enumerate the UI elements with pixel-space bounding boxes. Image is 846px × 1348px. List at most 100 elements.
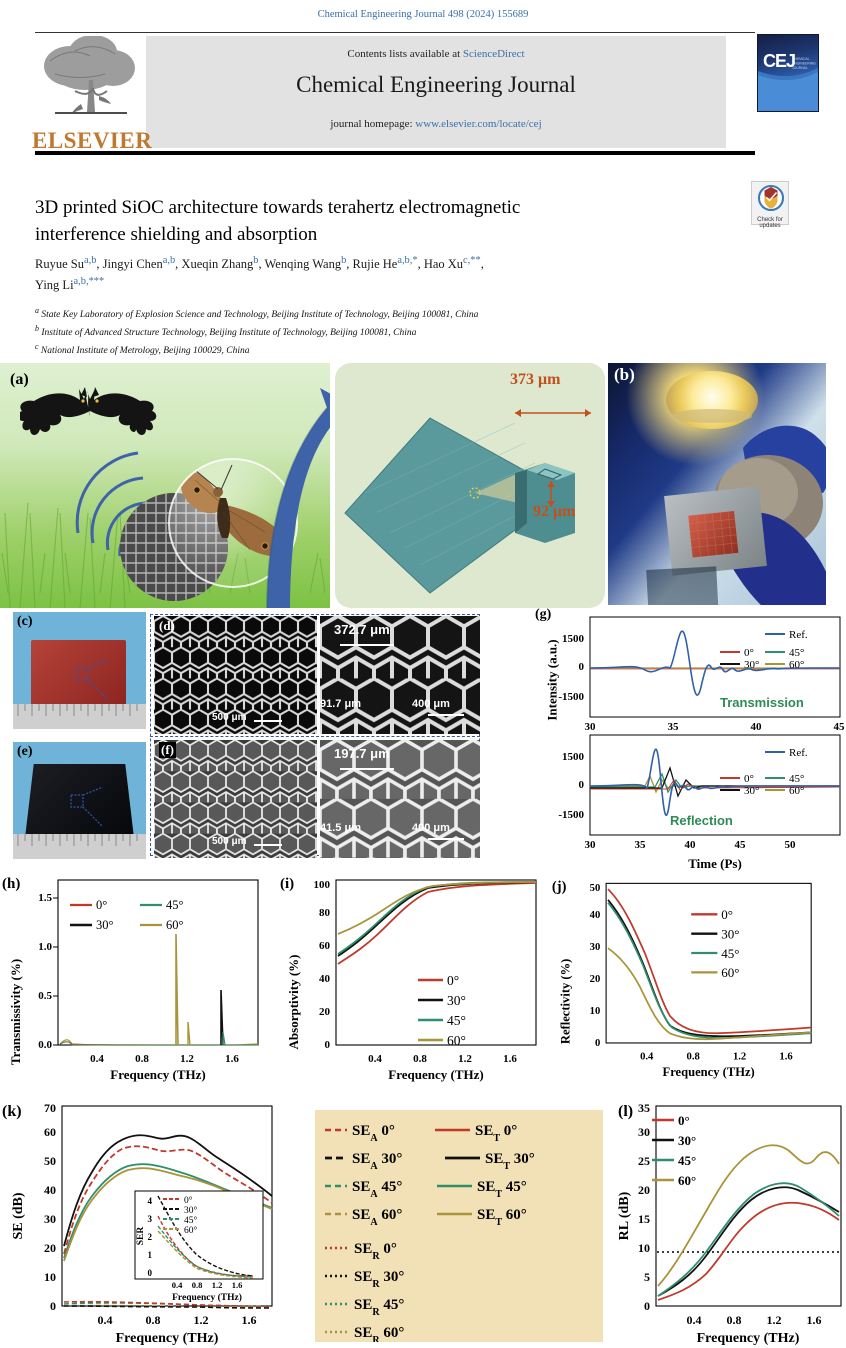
svg-text:0: 0: [579, 779, 585, 791]
svg-text:SE (dB): SE (dB): [11, 1192, 26, 1239]
svg-text:Ref.: Ref.: [789, 629, 808, 641]
svg-text:1.2: 1.2: [180, 1053, 194, 1065]
svg-text:SER 0°: SER 0°: [354, 1241, 397, 1262]
svg-text:SEA 0°: SEA 0°: [352, 1123, 395, 1144]
svg-text:5: 5: [644, 1270, 650, 1284]
svg-text:0°: 0°: [744, 773, 754, 785]
svg-text:0: 0: [325, 1039, 331, 1051]
svg-text:Reflection: Reflection: [670, 813, 733, 828]
svg-text:0.4: 0.4: [640, 1051, 654, 1062]
svg-text:60°: 60°: [166, 918, 184, 932]
svg-text:70: 70: [44, 1101, 56, 1115]
svg-text:60: 60: [44, 1125, 56, 1139]
svg-text:35: 35: [635, 839, 647, 851]
svg-text:(l): (l): [618, 1103, 633, 1120]
svg-text:(j): (j): [552, 879, 567, 895]
svg-text:60°: 60°: [184, 1225, 198, 1236]
svg-text:50: 50: [590, 883, 601, 894]
svg-text:Transmission: Transmission: [720, 695, 804, 710]
svg-text:0.4: 0.4: [172, 1280, 183, 1290]
svg-text:1.6: 1.6: [779, 1051, 792, 1062]
svg-text:0.8: 0.8: [413, 1053, 427, 1065]
svg-text:1.5: 1.5: [38, 892, 52, 904]
svg-text:40: 40: [44, 1183, 56, 1197]
svg-text:30°: 30°: [678, 1133, 696, 1148]
svg-text:Transmissivity (%): Transmissivity (%): [8, 959, 23, 1065]
svg-text:SEA 30°: SEA 30°: [352, 1151, 402, 1172]
svg-text:1.6: 1.6: [242, 1313, 257, 1327]
svg-text:30°: 30°: [744, 659, 759, 671]
svg-text:1.6: 1.6: [225, 1053, 239, 1065]
svg-text:60: 60: [319, 940, 331, 952]
svg-text:30°: 30°: [447, 993, 466, 1008]
svg-text:1.2: 1.2: [212, 1280, 223, 1290]
svg-text:0°: 0°: [678, 1113, 690, 1128]
svg-text:SER: SER: [136, 1227, 146, 1246]
svg-text:Reflectivity (%): Reflectivity (%): [558, 959, 572, 1044]
svg-text:SEA 60°: SEA 60°: [352, 1207, 402, 1228]
svg-text:60°: 60°: [678, 1173, 696, 1188]
svg-text:40: 40: [319, 973, 331, 985]
svg-text:45°: 45°: [789, 773, 804, 785]
svg-text:0.8: 0.8: [146, 1313, 161, 1327]
svg-text:10: 10: [590, 1006, 601, 1017]
svg-text:JOURNAL: JOURNAL: [792, 66, 808, 70]
svg-text:1.2: 1.2: [767, 1313, 782, 1327]
svg-text:20: 20: [319, 1006, 331, 1018]
svg-text:30: 30: [44, 1212, 56, 1226]
svg-text:50: 50: [44, 1154, 56, 1168]
svg-text:0.4: 0.4: [368, 1053, 382, 1065]
svg-text:0.4: 0.4: [90, 1053, 104, 1065]
svg-text:80: 80: [319, 907, 331, 919]
svg-text:(k): (k): [2, 1103, 22, 1120]
svg-text:45°: 45°: [166, 898, 184, 912]
svg-text:60°: 60°: [789, 785, 804, 797]
svg-text:10: 10: [638, 1241, 650, 1255]
svg-text:60°: 60°: [789, 659, 804, 671]
svg-text:0°: 0°: [96, 898, 107, 912]
svg-text:0: 0: [644, 1299, 650, 1313]
svg-text:0°: 0°: [447, 973, 459, 988]
svg-text:0: 0: [148, 1268, 153, 1278]
svg-text:1500: 1500: [562, 751, 585, 763]
svg-text:0°: 0°: [184, 1195, 193, 1206]
svg-text:45°: 45°: [721, 946, 739, 961]
svg-text:SET 45°: SET 45°: [477, 1179, 527, 1200]
svg-text:2: 2: [148, 1232, 153, 1242]
svg-text:30°: 30°: [744, 785, 759, 797]
svg-text:45°: 45°: [447, 1013, 466, 1028]
svg-text:60°: 60°: [447, 1033, 466, 1048]
svg-text:40: 40: [590, 910, 601, 921]
svg-text:0.8: 0.8: [727, 1313, 742, 1327]
svg-text:20: 20: [638, 1183, 650, 1197]
svg-text:30: 30: [638, 1125, 650, 1139]
svg-text:0.4: 0.4: [687, 1313, 702, 1327]
svg-text:100: 100: [314, 879, 331, 891]
svg-text:0.4: 0.4: [98, 1313, 113, 1327]
svg-text:45°: 45°: [789, 647, 804, 659]
svg-text:-1500: -1500: [558, 691, 584, 703]
svg-text:30°: 30°: [721, 927, 739, 942]
svg-text:1.0: 1.0: [38, 941, 52, 953]
svg-text:45°: 45°: [184, 1215, 198, 1226]
svg-text:0.8: 0.8: [192, 1280, 203, 1290]
svg-text:35: 35: [638, 1101, 650, 1115]
svg-text:45°: 45°: [678, 1153, 696, 1168]
svg-text:40: 40: [685, 839, 697, 851]
svg-text:0: 0: [50, 1299, 56, 1313]
svg-text:10: 10: [44, 1270, 56, 1284]
svg-text:SER 60°: SER 60°: [354, 1325, 404, 1342]
svg-text:30°: 30°: [96, 918, 114, 932]
svg-text:0°: 0°: [744, 647, 754, 659]
svg-text:30: 30: [590, 942, 601, 953]
svg-text:(h): (h): [2, 876, 20, 892]
svg-text:Frequency (THz): Frequency (THz): [116, 1331, 219, 1346]
svg-text:Frequency (THz): Frequency (THz): [110, 1067, 205, 1082]
svg-text:SEA 45°: SEA 45°: [352, 1179, 402, 1200]
svg-text:Ref.: Ref.: [789, 747, 808, 759]
svg-text:Frequency (THz): Frequency (THz): [697, 1331, 800, 1346]
svg-text:4: 4: [148, 1196, 153, 1206]
svg-text:20: 20: [44, 1241, 56, 1255]
svg-text:1.6: 1.6: [807, 1313, 822, 1327]
svg-text:0: 0: [579, 661, 585, 673]
